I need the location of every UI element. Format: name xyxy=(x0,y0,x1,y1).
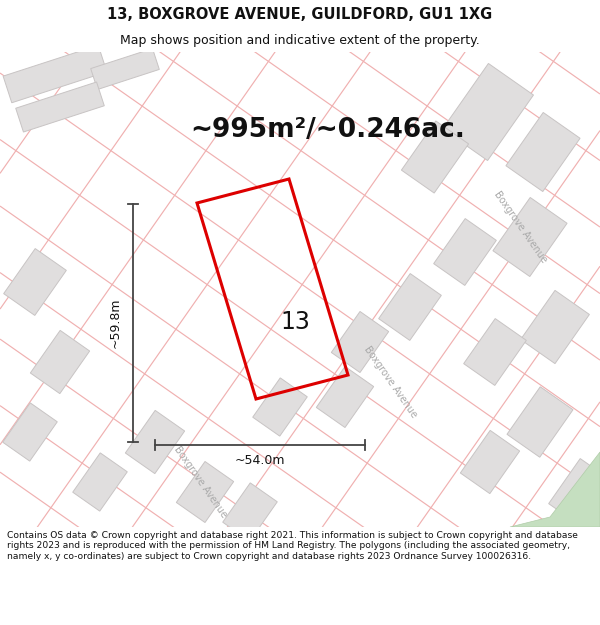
Polygon shape xyxy=(460,431,520,494)
Polygon shape xyxy=(521,291,589,364)
Polygon shape xyxy=(3,403,57,461)
Polygon shape xyxy=(443,64,533,161)
Text: Map shows position and indicative extent of the property.: Map shows position and indicative extent… xyxy=(120,34,480,47)
Polygon shape xyxy=(434,219,496,286)
Polygon shape xyxy=(223,483,277,541)
Text: Boxgrove Avenue: Boxgrove Avenue xyxy=(362,344,418,419)
Polygon shape xyxy=(253,378,307,436)
Text: Boxgrove Avenue: Boxgrove Avenue xyxy=(172,444,229,519)
Polygon shape xyxy=(73,453,127,511)
Polygon shape xyxy=(379,274,442,341)
Polygon shape xyxy=(31,331,89,394)
Text: Boxgrove Avenue: Boxgrove Avenue xyxy=(491,189,548,264)
Text: ~54.0m: ~54.0m xyxy=(235,454,285,468)
Polygon shape xyxy=(3,45,107,102)
Polygon shape xyxy=(506,112,580,191)
Polygon shape xyxy=(176,461,233,522)
Text: ~995m²/~0.246ac.: ~995m²/~0.246ac. xyxy=(190,117,465,143)
Polygon shape xyxy=(548,459,600,526)
Text: 13, BOXGROVE AVENUE, GUILDFORD, GU1 1XG: 13, BOXGROVE AVENUE, GUILDFORD, GU1 1XG xyxy=(107,7,493,22)
Polygon shape xyxy=(316,366,374,428)
Polygon shape xyxy=(91,49,160,89)
Polygon shape xyxy=(510,452,600,527)
Polygon shape xyxy=(4,249,67,316)
Polygon shape xyxy=(493,198,567,276)
Text: 13: 13 xyxy=(280,310,310,334)
Text: ~59.8m: ~59.8m xyxy=(109,298,121,348)
Polygon shape xyxy=(464,319,526,386)
Polygon shape xyxy=(331,311,389,372)
Polygon shape xyxy=(507,387,573,458)
Polygon shape xyxy=(125,411,185,474)
Text: Contains OS data © Crown copyright and database right 2021. This information is : Contains OS data © Crown copyright and d… xyxy=(7,531,578,561)
Polygon shape xyxy=(16,82,104,132)
Polygon shape xyxy=(401,121,469,193)
